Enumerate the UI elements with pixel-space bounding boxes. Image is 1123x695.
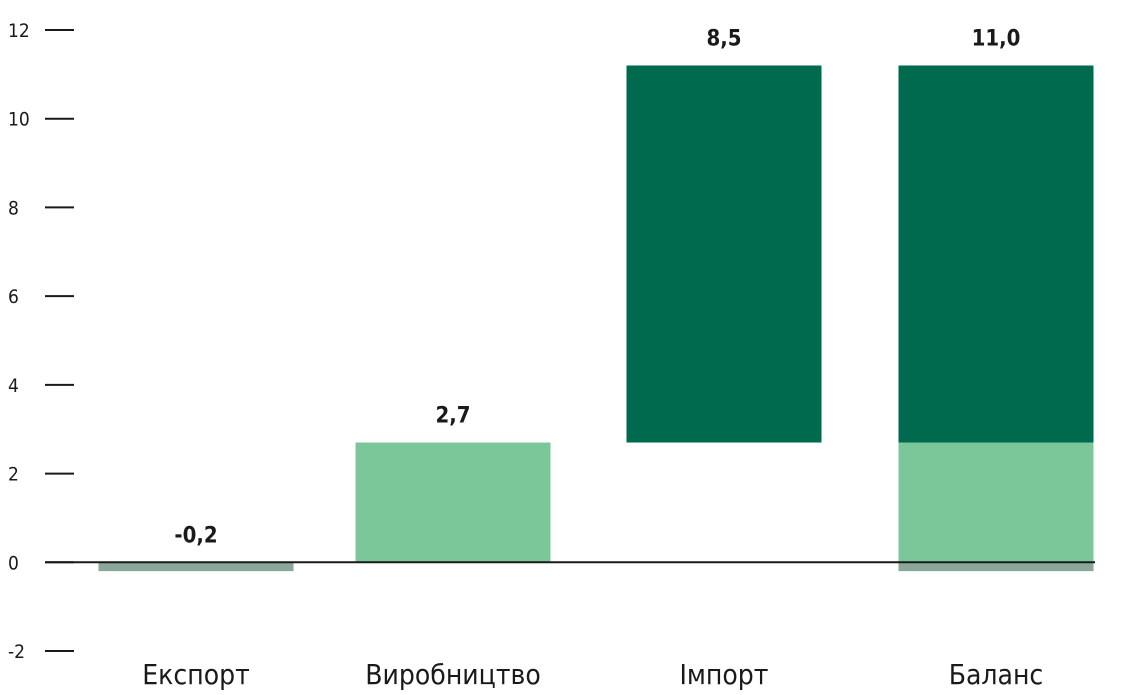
category-label: Експорт — [142, 658, 250, 691]
category-label: Виробництво — [365, 658, 541, 691]
data-labels: -0,2 2,7 8,5 11,0 — [174, 26, 1020, 548]
category-label: Імпорт — [680, 658, 769, 691]
bar-segment — [98, 562, 294, 572]
y-tick-label: 10 — [8, 109, 30, 131]
data-label: -0,2 — [174, 523, 217, 548]
bar-segment — [898, 562, 1094, 572]
bar-segment — [898, 65, 1094, 443]
category-labels: Експорт Виробництво Імпорт Баланс — [142, 658, 1043, 691]
data-label: 11,0 — [972, 26, 1021, 51]
data-label: 2,7 — [435, 404, 470, 429]
bar-segment — [898, 442, 1094, 563]
y-tick-label: 12 — [8, 20, 30, 42]
category-label: Баланс — [949, 658, 1044, 691]
y-tick-label: -2 — [8, 641, 25, 663]
data-label: 8,5 — [706, 26, 741, 51]
y-tick-label: 8 — [8, 197, 19, 219]
y-tick-label: 0 — [8, 552, 19, 574]
bar-segment — [626, 65, 822, 443]
bars — [98, 65, 1094, 572]
bar-segment — [355, 442, 551, 563]
y-tick-label: 6 — [8, 286, 19, 308]
y-tick-label: 2 — [8, 464, 19, 486]
y-tick-label: 4 — [8, 375, 19, 397]
y-axis: 12 10 8 6 4 2 0 -2 — [8, 20, 74, 663]
